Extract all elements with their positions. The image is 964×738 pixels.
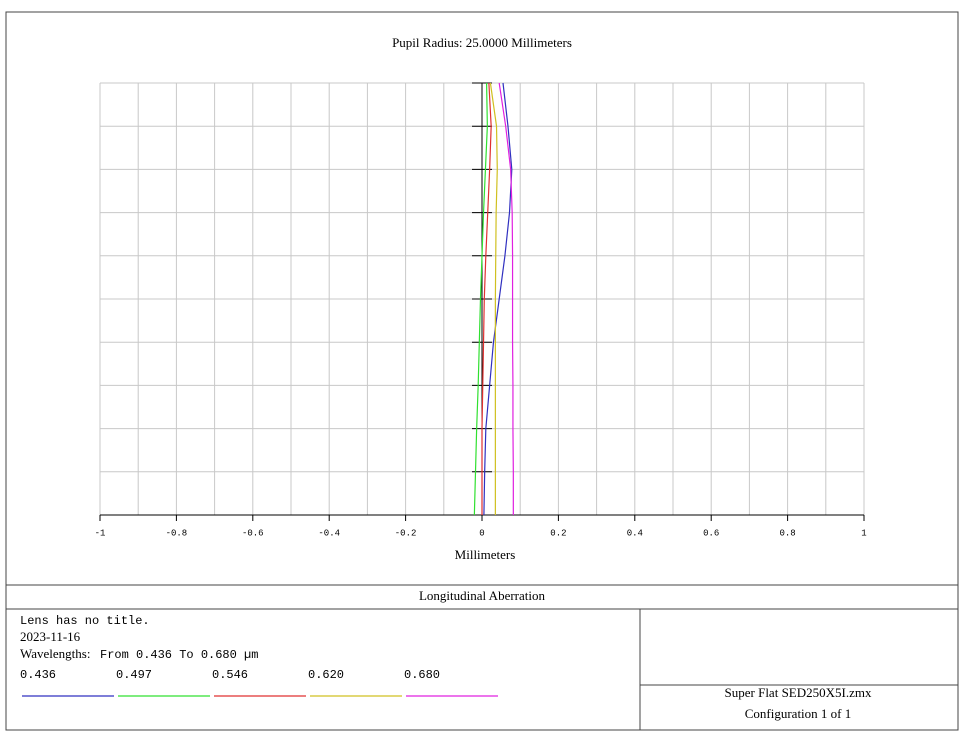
x-tick-label: 0.2 [550, 528, 566, 538]
chart-title: Pupil Radius: 25.0000 Millimeters [392, 35, 572, 50]
x-axis-label: Millimeters [455, 547, 516, 562]
file-name: Super Flat SED250X5I.zmx [725, 685, 872, 700]
x-tick-label: -0.8 [166, 528, 188, 538]
x-tick-label: -0.2 [395, 528, 417, 538]
x-tick-label: 0.6 [703, 528, 719, 538]
legend-label: 0.680 [404, 668, 440, 682]
aberration-curve [498, 82, 514, 515]
legend-label: 0.436 [20, 668, 56, 682]
lens-title: Lens has no title. [20, 614, 150, 628]
x-tick-label: 0 [479, 528, 484, 538]
aberration-curve [481, 82, 492, 515]
wavelengths-label: Wavelengths: [20, 646, 90, 661]
wavelengths-range: From 0.436 To 0.680 µm [100, 648, 258, 662]
x-tick-label: 0.4 [627, 528, 643, 538]
configuration: Configuration 1 of 1 [745, 706, 852, 721]
frame [5, 11, 959, 731]
legend-label: 0.546 [212, 668, 248, 682]
legend-label: 0.497 [116, 668, 152, 682]
date: 2023-11-16 [20, 629, 81, 644]
x-tick-label: 0.8 [779, 528, 795, 538]
x-tick-label: -1 [95, 528, 106, 538]
x-tick-label: -0.6 [242, 528, 264, 538]
x-tick-label: -0.4 [318, 528, 340, 538]
aberration-curve [473, 82, 488, 516]
legend-label: 0.620 [308, 668, 344, 682]
aberration-curve [489, 82, 498, 515]
aberration-curve [483, 82, 513, 516]
x-tick-label: 1 [861, 528, 866, 538]
caption: Longitudinal Aberration [419, 588, 546, 603]
